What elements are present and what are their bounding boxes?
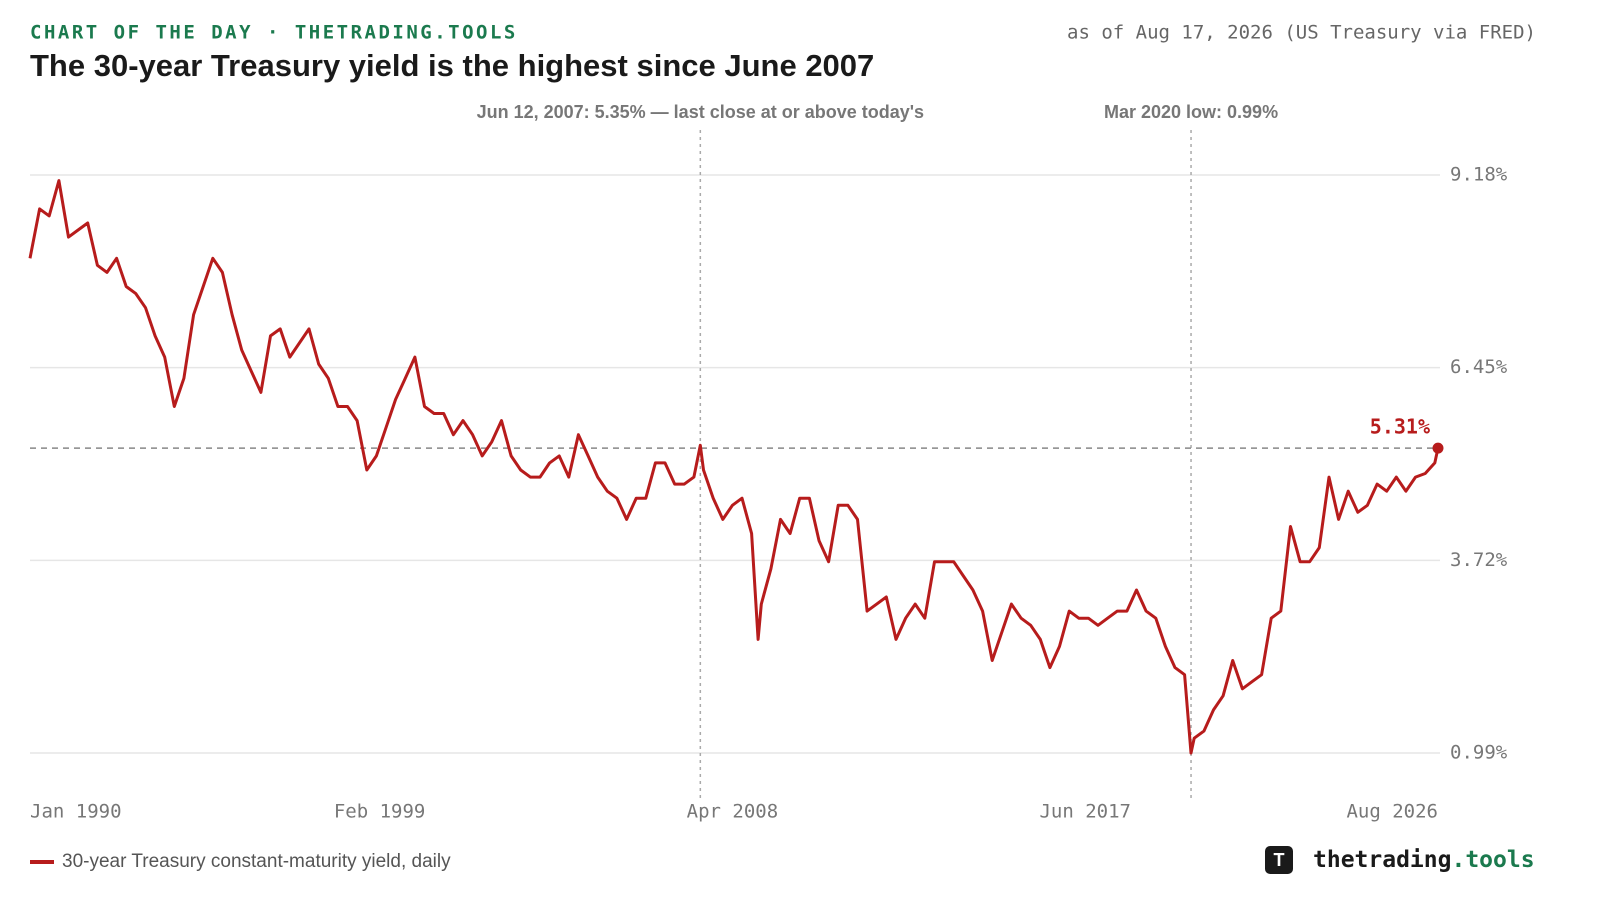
logo-letter: T — [1274, 850, 1285, 870]
x-tick-label: Aug 2026 — [1346, 801, 1438, 823]
annotation-label: Mar 2020 low: 0.99% — [1104, 102, 1278, 122]
kicker: CHART OF THE DAY · THETRADING.TOOLS — [30, 22, 518, 44]
legend-label: 30-year Treasury constant-maturity yield… — [62, 851, 451, 872]
y-tick-label: 0.99% — [1450, 742, 1508, 764]
x-tick-label: Jan 1990 — [30, 801, 122, 823]
reference-label: 5.31% — [1370, 415, 1430, 439]
brand-suffix: .tools — [1451, 847, 1534, 873]
annotation-label: Jun 12, 2007: 5.35% — last close at or a… — [477, 102, 924, 122]
series-line — [28, 179, 1440, 755]
logo-box — [1265, 846, 1293, 874]
y-tick-label: 9.18% — [1450, 164, 1508, 186]
chart-title: The 30-year Treasury yield is the highes… — [30, 48, 874, 83]
y-tick-label: 6.45% — [1450, 356, 1508, 378]
x-tick-label: Feb 1999 — [334, 801, 426, 823]
x-tick-label: Apr 2008 — [687, 801, 779, 823]
last-point — [1432, 442, 1444, 454]
y-tick-label: 3.72% — [1450, 549, 1508, 571]
x-tick-label: Jun 2017 — [1039, 801, 1131, 823]
brand: thetrading.tools — [1313, 847, 1535, 873]
brand-name: thetrading — [1313, 847, 1451, 873]
source: as of Aug 17, 2026 (US Treasury via FRED… — [1067, 22, 1536, 44]
